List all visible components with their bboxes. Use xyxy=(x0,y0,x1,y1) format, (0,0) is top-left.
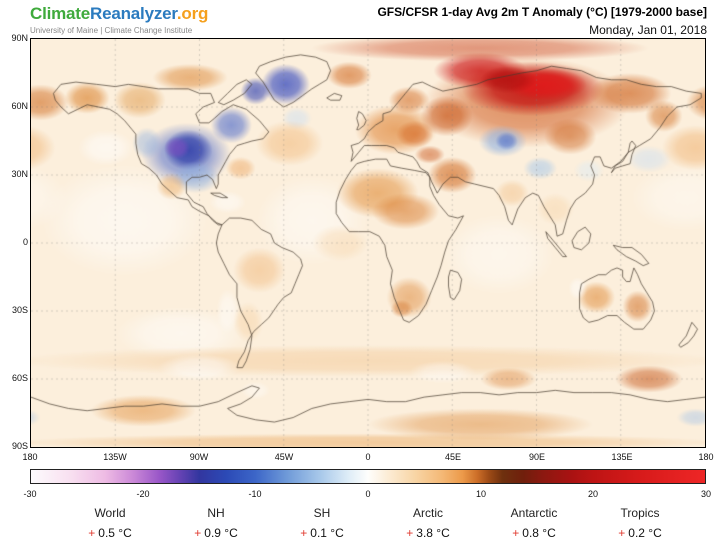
stat-value: 0.1 °C xyxy=(310,526,344,540)
stat-value: 3.8 °C xyxy=(416,526,450,540)
colorbar-tick-neg30: -30 xyxy=(23,489,37,499)
logo-org: .org xyxy=(176,4,209,23)
colorbar-tick-neg20: -20 xyxy=(136,489,150,499)
lon-label-180w: 180 xyxy=(22,452,38,462)
stat-value: 0.2 °C xyxy=(628,526,662,540)
colorbar-tick-0: 0 xyxy=(365,489,371,499)
lon-label-135w: 135W xyxy=(103,452,127,462)
stat-value-row: +0.2 °C xyxy=(590,526,690,540)
stat-value: 0.8 °C xyxy=(522,526,556,540)
stat-nh: NH +0.9 °C xyxy=(166,506,266,540)
lon-label-0: 0 xyxy=(365,452,371,462)
colorbar-tick-20: 20 xyxy=(587,489,599,499)
stat-label: Antarctic xyxy=(510,506,558,520)
colorbar-tick-30: 30 xyxy=(700,489,712,499)
lon-label-180e: 180 xyxy=(698,452,714,462)
world-map-frame xyxy=(30,38,706,448)
stat-value-row: +0.9 °C xyxy=(166,526,266,540)
stat-sign: + xyxy=(406,526,414,540)
regional-stats-row: World +0.5 °C NH +0.9 °C SH +0.1 °C Arct… xyxy=(60,506,690,540)
lat-label-60n: 60N xyxy=(11,101,28,111)
lat-label-90s: 90S xyxy=(11,441,28,451)
lat-label-0: 0 xyxy=(22,237,28,247)
map-date: Monday, Jan 01, 2018 xyxy=(589,23,707,37)
stat-antarctic: Antarctic +0.8 °C xyxy=(484,506,584,540)
map-title-block: GFS/CFSR 1-day Avg 2m T Anomaly (°C) [19… xyxy=(377,5,707,37)
lat-label-30n: 30N xyxy=(11,169,28,179)
lon-label-90w: 90W xyxy=(189,452,209,462)
lon-label-135e: 135E xyxy=(611,452,633,462)
lat-label-90n: 90N xyxy=(11,33,28,43)
stat-value: 0.9 °C xyxy=(204,526,238,540)
stat-value-row: +3.8 °C xyxy=(378,526,478,540)
lon-label-45w: 45W xyxy=(274,452,294,462)
lon-label-45e: 45E xyxy=(444,452,462,462)
stat-label: SH xyxy=(313,506,331,520)
stat-value: 0.5 °C xyxy=(98,526,132,540)
lat-label-60s: 60S xyxy=(11,373,28,383)
stat-value-row: +0.8 °C xyxy=(484,526,584,540)
stat-sign: + xyxy=(194,526,202,540)
stat-sh: SH +0.1 °C xyxy=(272,506,372,540)
stat-label: Arctic xyxy=(413,506,443,520)
institute-subtitle: University of Maine | Climate Change Ins… xyxy=(30,26,193,35)
colorbar-tick-neg10: -10 xyxy=(248,489,262,499)
header-logo-block: ClimateReanalyzer.org University of Main… xyxy=(30,4,208,35)
stat-label: NH xyxy=(207,506,225,520)
stat-sign: + xyxy=(300,526,308,540)
stat-label: World xyxy=(94,506,126,520)
stat-arctic: Arctic +3.8 °C xyxy=(378,506,478,540)
stat-world: World +0.5 °C xyxy=(60,506,160,540)
site-logo-link[interactable]: ClimateReanalyzer.org xyxy=(30,4,208,24)
colorbar-tick-10: 10 xyxy=(475,489,487,499)
map-title: GFS/CFSR 1-day Avg 2m T Anomaly (°C) [19… xyxy=(377,5,707,19)
colorbar-gradient xyxy=(30,469,706,484)
logo-reanalyzer: Reanalyzer xyxy=(90,4,177,23)
world-map-canvas xyxy=(31,39,705,447)
stat-sign: + xyxy=(618,526,626,540)
lon-label-90e: 90E xyxy=(528,452,546,462)
stat-sign: + xyxy=(512,526,520,540)
lat-label-30s: 30S xyxy=(11,305,28,315)
stat-label: Tropics xyxy=(620,506,660,520)
stat-value-row: +0.5 °C xyxy=(60,526,160,540)
stat-tropics: Tropics +0.2 °C xyxy=(590,506,690,540)
stat-value-row: +0.1 °C xyxy=(272,526,372,540)
logo-climate: Climate xyxy=(30,4,91,23)
stat-sign: + xyxy=(88,526,96,540)
